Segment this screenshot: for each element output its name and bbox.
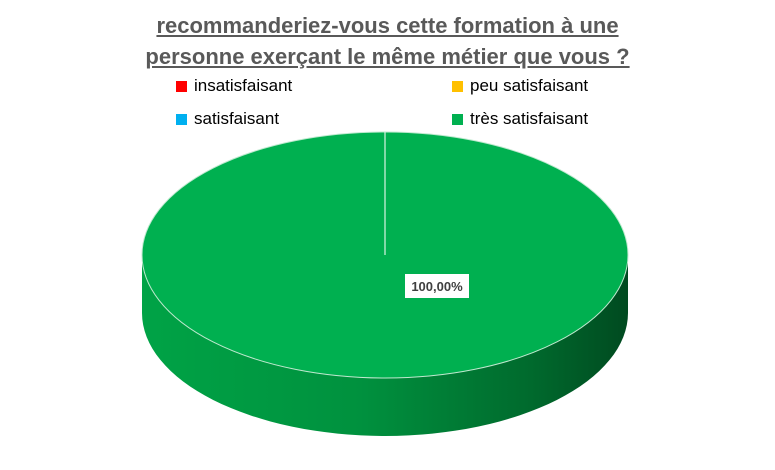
legend-item-insatisfaisant: insatisfaisant [176, 76, 292, 96]
legend-swatch-tres-satisfaisant [452, 113, 463, 125]
legend-label-peu-satisfaisant: peu satisfaisant [470, 76, 589, 95]
legend-item-satisfaisant: satisfaisant [176, 109, 279, 129]
legend-item-tres-satisfaisant: très satisfaisant [452, 109, 588, 129]
chart-title-line-1: recommanderiez-vous cette formation à un… [156, 13, 619, 38]
legend-label-satisfaisant: satisfaisant [194, 109, 280, 128]
legend-item-peu-satisfaisant: peu satisfaisant [452, 76, 588, 96]
legend-label-insatisfaisant: insatisfaisant [194, 76, 293, 95]
chart-title-line-2: personne exerçant le même métier que vou… [145, 44, 630, 69]
chart-title: recommanderiez-vous cette formation à un… [0, 10, 775, 72]
legend-label-tres-satisfaisant: très satisfaisant [470, 109, 589, 128]
legend-swatch-peu-satisfaisant [452, 80, 463, 92]
pie-side-wall [142, 255, 628, 436]
data-label-box [405, 274, 469, 298]
legend-swatch-insatisfaisant [176, 80, 187, 92]
legend-swatch-satisfaisant [176, 113, 187, 125]
data-label: 100,00% [411, 279, 463, 294]
